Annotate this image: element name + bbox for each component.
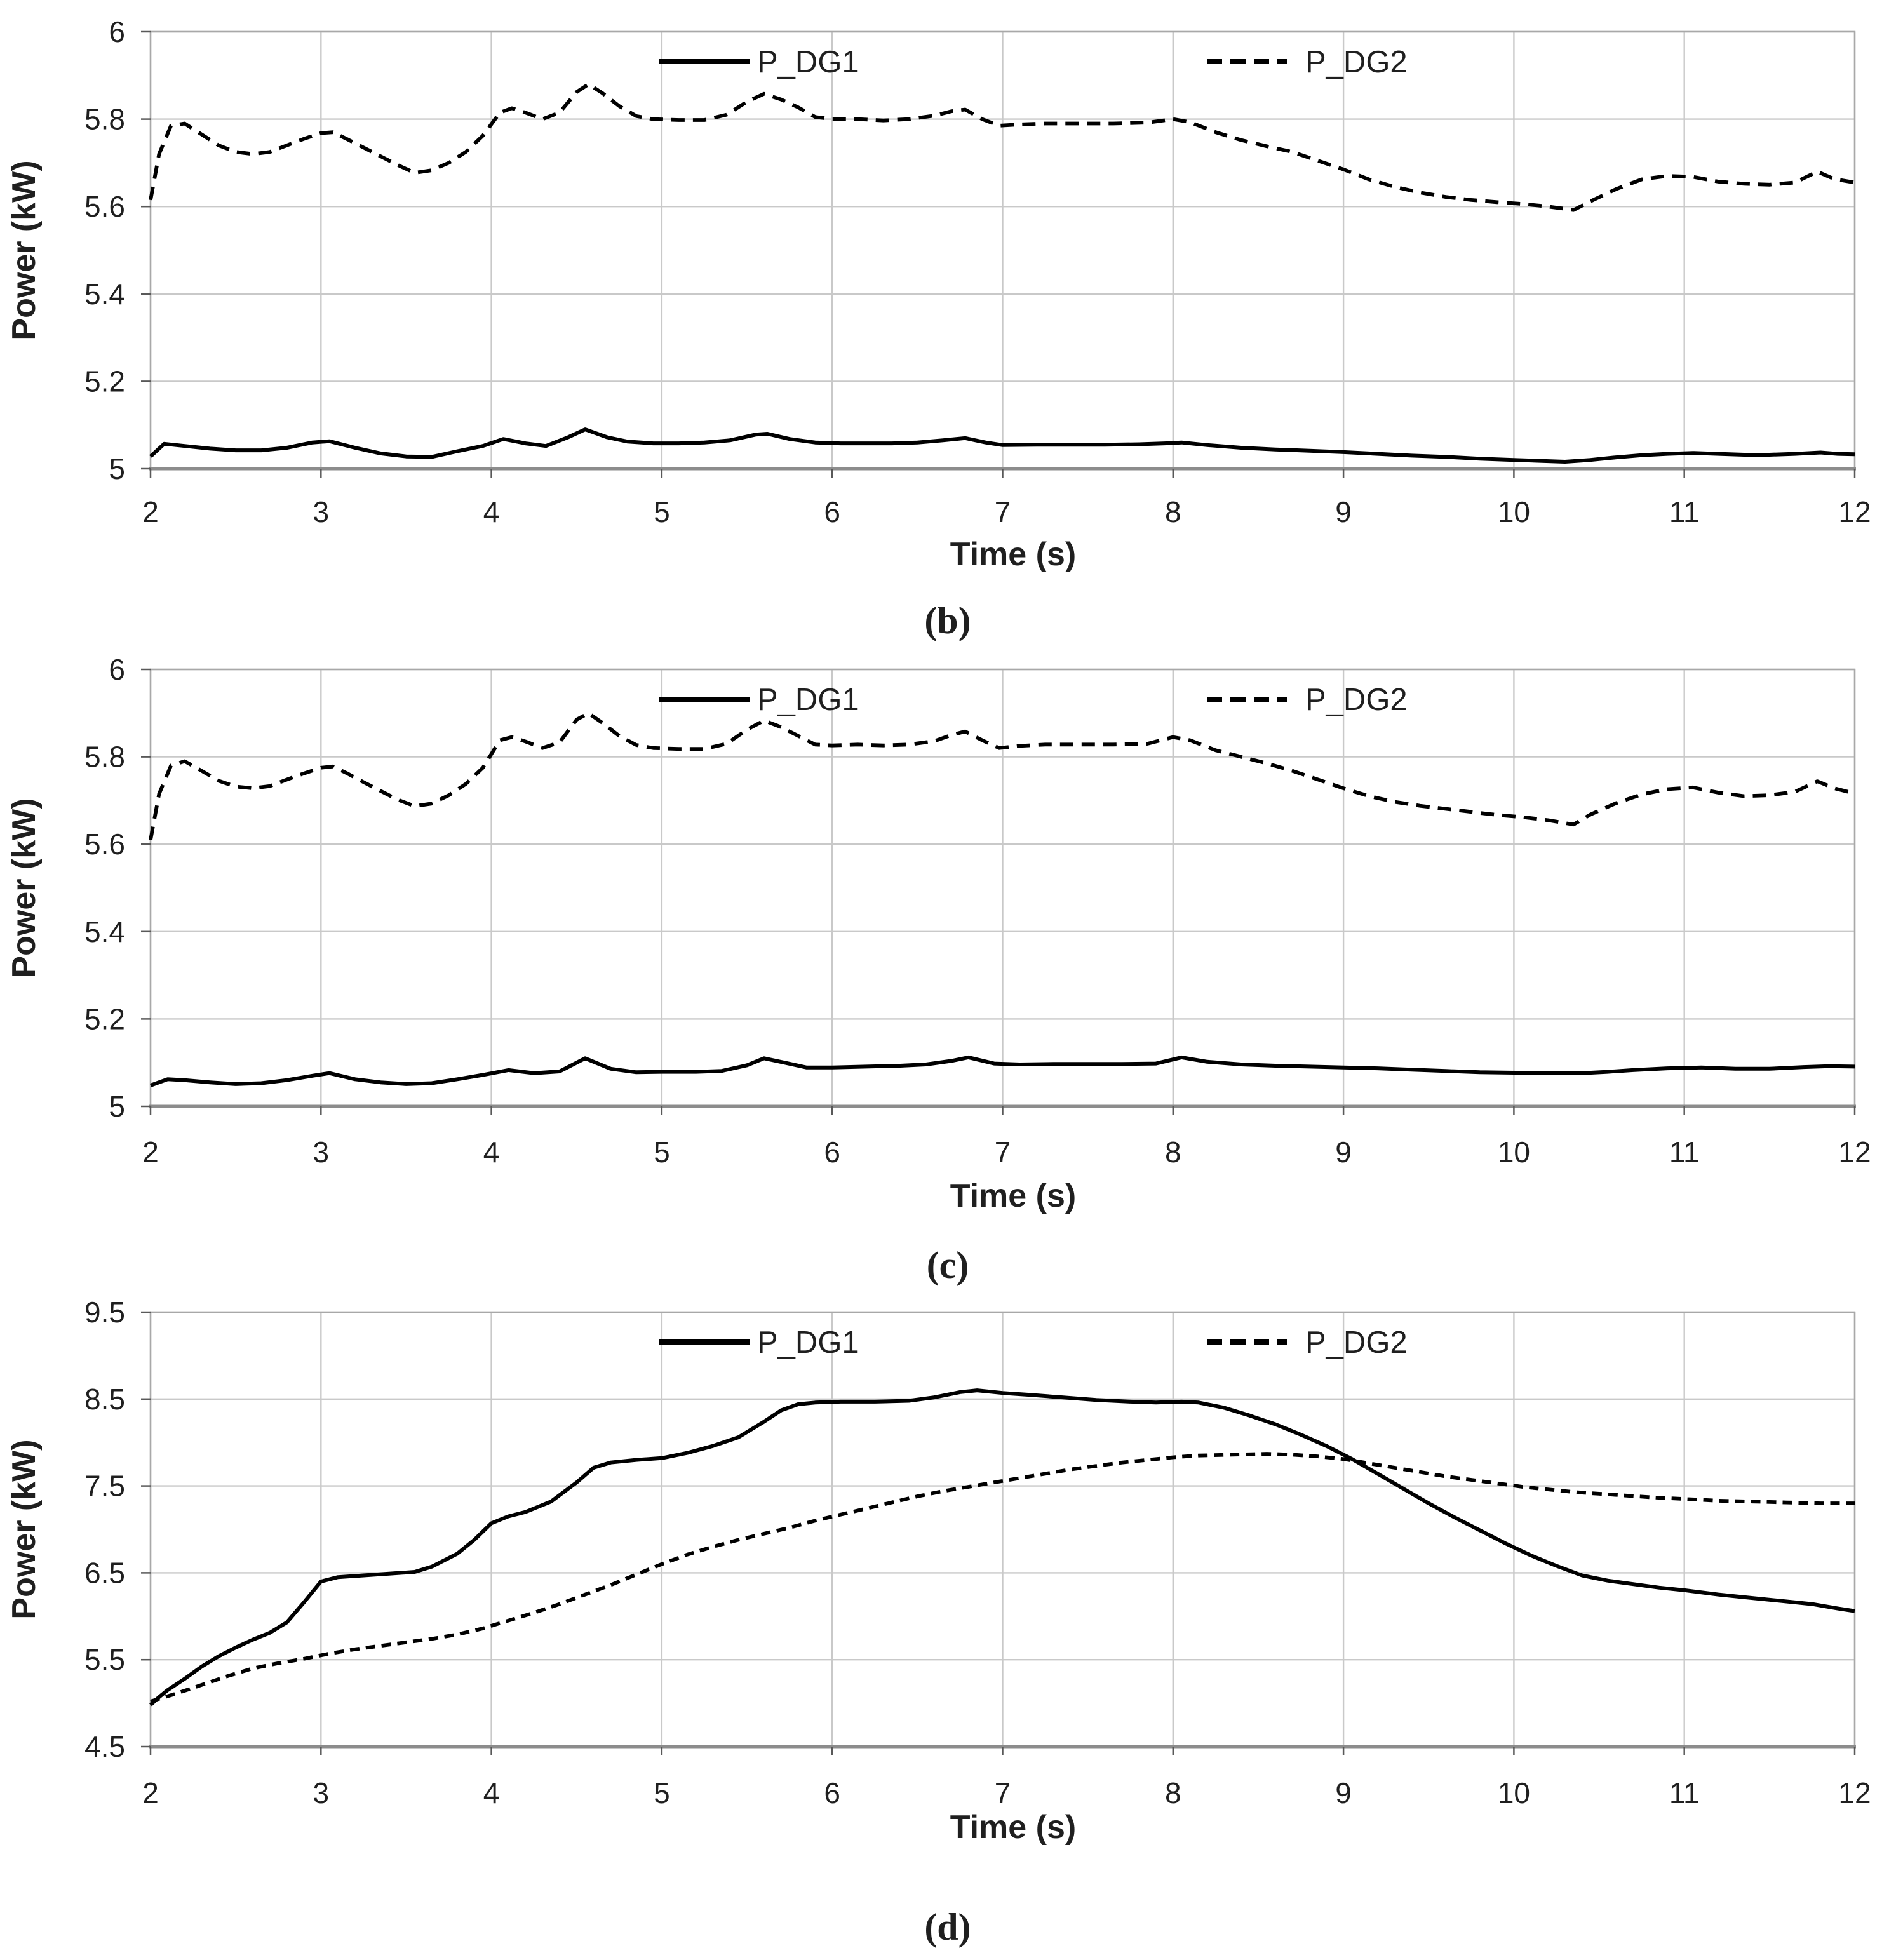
series-P_DG2-line bbox=[149, 82, 1855, 212]
y-tick-label: 5.4 bbox=[84, 278, 125, 311]
y-tick-label: 5.2 bbox=[84, 1002, 125, 1035]
x-tick-label: 3 bbox=[313, 1136, 330, 1169]
x-tick-labels: 2 3 4 5 6 7 8 9 10 11 12 bbox=[142, 1776, 1871, 1809]
tick-marks bbox=[141, 1311, 1856, 1755]
x-tick-label: 4 bbox=[483, 495, 500, 528]
x-tick-label: 5 bbox=[654, 1776, 670, 1809]
y-tick-label: 5.6 bbox=[84, 828, 125, 861]
x-tick-label: 5 bbox=[654, 1136, 670, 1169]
subfigure-caption-c: (c) bbox=[927, 1244, 969, 1286]
y-tick-label: 7.5 bbox=[84, 1470, 125, 1503]
grid bbox=[149, 668, 1856, 1108]
x-tick-label: 10 bbox=[1498, 1136, 1530, 1169]
y-tick-label: 8.5 bbox=[84, 1383, 125, 1416]
x-axis-title: Time (s) bbox=[950, 536, 1076, 573]
grid bbox=[149, 1311, 1856, 1748]
y-tick-label: 4.5 bbox=[84, 1730, 125, 1763]
series-P_DG1-line bbox=[149, 1055, 1855, 1087]
x-tick-label: 11 bbox=[1669, 1136, 1700, 1169]
x-tick-label: 10 bbox=[1498, 495, 1530, 528]
x-tick-label: 6 bbox=[824, 1136, 840, 1169]
x-tick-label: 11 bbox=[1669, 1776, 1700, 1809]
series-P_DG1-line bbox=[149, 427, 1855, 464]
x-tick-label: 2 bbox=[142, 495, 159, 528]
legend-label-pdg1: P_DG1 bbox=[757, 45, 859, 79]
y-tick-label: 5 bbox=[109, 1090, 125, 1123]
y-axis-title: Power (kW) bbox=[6, 1439, 43, 1619]
y-tick-label: 5.8 bbox=[84, 103, 125, 136]
legend-label-pdg2: P_DG2 bbox=[1305, 1326, 1408, 1360]
tick-marks bbox=[141, 30, 1856, 478]
y-tick-labels: 6 5.8 5.6 5.4 5.2 5 bbox=[84, 15, 125, 485]
y-tick-labels: 6 5.8 5.6 5.4 5.2 5 bbox=[84, 653, 125, 1123]
series-P_DG2-line bbox=[150, 1452, 1855, 1703]
legend-label-pdg1: P_DG1 bbox=[757, 1326, 859, 1360]
x-tick-label: 5 bbox=[654, 495, 670, 528]
y-tick-label: 6 bbox=[109, 15, 125, 48]
y-axis-title: Power (kW) bbox=[6, 798, 43, 977]
y-tick-label: 5 bbox=[109, 452, 125, 485]
x-tick-label: 9 bbox=[1335, 1136, 1352, 1169]
y-tick-labels: 9.5 8.5 7.5 6.5 5.5 4.5 bbox=[84, 1296, 125, 1763]
x-tick-label: 12 bbox=[1838, 1136, 1871, 1169]
x-axis-title: Time (s) bbox=[950, 1178, 1076, 1214]
legend: P_DG1 P_DG2 bbox=[659, 45, 1408, 79]
legend-label-pdg2: P_DG2 bbox=[1305, 683, 1408, 717]
y-tick-label: 6 bbox=[109, 653, 125, 686]
y-tick-label: 5.6 bbox=[84, 190, 125, 223]
x-tick-label: 7 bbox=[995, 495, 1011, 528]
series-P_DG2-line bbox=[149, 711, 1855, 840]
x-tick-label: 3 bbox=[313, 495, 330, 528]
x-tick-label: 8 bbox=[1165, 495, 1181, 528]
x-tick-label: 4 bbox=[483, 1136, 500, 1169]
x-tick-label: 2 bbox=[142, 1136, 159, 1169]
chart-d: 9.5 8.5 7.5 6.5 5.5 4.5 2 3 4 5 6 7 8 9 10 11 12 Power (k… bbox=[6, 1296, 1871, 1948]
x-tick-label: 7 bbox=[995, 1776, 1011, 1809]
legend: P_DG1 P_DG2 bbox=[659, 683, 1408, 717]
x-tick-label: 11 bbox=[1669, 495, 1700, 528]
y-tick-label: 9.5 bbox=[84, 1296, 125, 1329]
grid bbox=[149, 30, 1856, 470]
x-tick-label: 12 bbox=[1838, 1776, 1871, 1809]
x-tick-labels: 2 3 4 5 6 7 8 9 10 11 12 bbox=[142, 495, 1871, 528]
x-tick-label: 9 bbox=[1335, 495, 1352, 528]
legend-label-pdg2: P_DG2 bbox=[1305, 45, 1408, 79]
y-tick-label: 5.5 bbox=[84, 1643, 125, 1676]
x-tick-label: 7 bbox=[995, 1136, 1011, 1169]
x-tick-label: 8 bbox=[1165, 1776, 1181, 1809]
tick-marks bbox=[141, 668, 1856, 1115]
x-tick-label: 2 bbox=[142, 1776, 159, 1809]
x-tick-label: 10 bbox=[1498, 1776, 1530, 1809]
x-tick-label: 6 bbox=[824, 495, 840, 528]
legend-label-pdg1: P_DG1 bbox=[757, 683, 859, 717]
y-tick-label: 5.2 bbox=[84, 365, 125, 398]
y-axis-title: Power (kW) bbox=[6, 160, 43, 340]
x-tick-label: 8 bbox=[1165, 1136, 1181, 1169]
y-tick-label: 6.5 bbox=[84, 1556, 125, 1589]
subfigure-caption-b: (b) bbox=[924, 600, 971, 641]
subfigure-caption-d: (d) bbox=[924, 1906, 971, 1948]
x-tick-label: 9 bbox=[1335, 1776, 1352, 1809]
x-tick-label: 4 bbox=[483, 1776, 500, 1809]
y-tick-label: 5.8 bbox=[84, 741, 125, 774]
y-tick-label: 5.4 bbox=[84, 915, 125, 948]
x-axis-title: Time (s) bbox=[950, 1809, 1076, 1846]
legend: P_DG1 P_DG2 bbox=[659, 1326, 1408, 1360]
series-P_DG1-line bbox=[149, 1388, 1855, 1707]
x-tick-label: 12 bbox=[1838, 495, 1871, 528]
x-tick-label: 3 bbox=[313, 1776, 330, 1809]
x-tick-label: 6 bbox=[824, 1776, 840, 1809]
x-tick-labels: 2 3 4 5 6 7 8 9 10 11 12 bbox=[142, 1136, 1871, 1169]
